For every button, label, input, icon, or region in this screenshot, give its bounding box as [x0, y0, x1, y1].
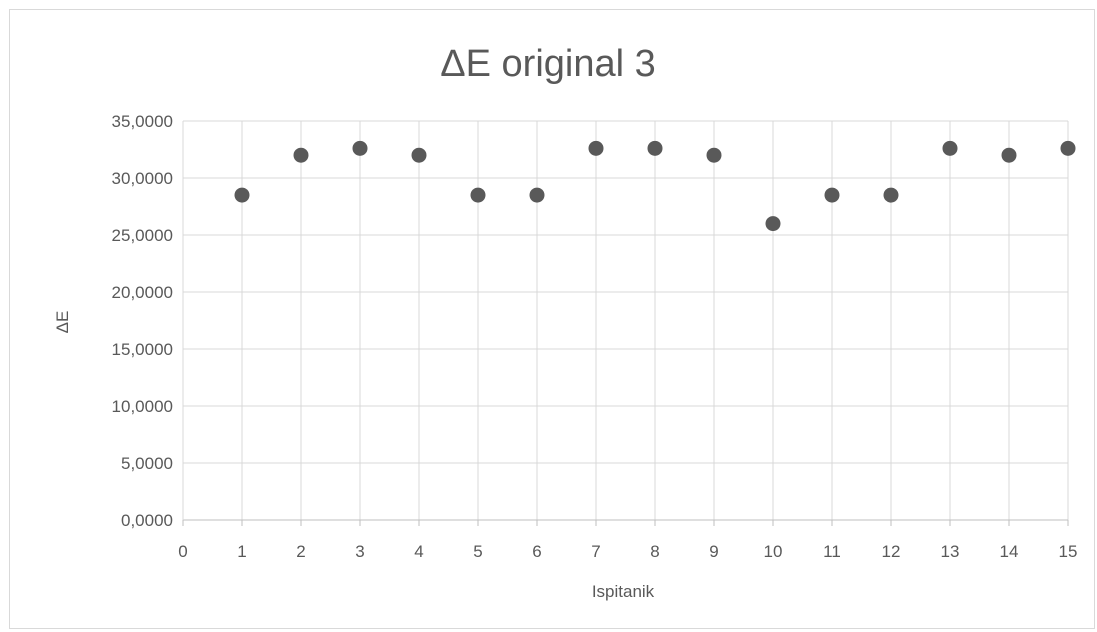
axes	[182, 121, 1069, 526]
data-point	[883, 187, 899, 203]
data-point	[411, 147, 427, 163]
x-axis-label: Ispitanik	[592, 582, 655, 601]
x-tick-label: 5	[473, 542, 482, 561]
x-tick-label: 13	[941, 542, 960, 561]
y-axis-tick-labels: 0,0000 5,0000 10,0000 15,0000 20,0000 25,0000…	[112, 112, 173, 530]
x-tick-label: 9	[709, 542, 718, 561]
data-point	[352, 140, 368, 156]
data-point	[765, 216, 781, 232]
data-point	[942, 140, 958, 156]
x-tick-label: 4	[414, 542, 423, 561]
y-tick-label: 35,0000	[112, 112, 173, 131]
chart-area	[9, 9, 1095, 629]
x-tick-label: 2	[296, 542, 305, 561]
data-point	[1001, 147, 1017, 163]
data-point	[647, 140, 663, 156]
y-tick-label: 25,0000	[112, 226, 173, 245]
y-tick-label: 30,0000	[112, 169, 173, 188]
data-point	[529, 187, 545, 203]
x-tick-label: 11	[823, 542, 841, 561]
data-point	[234, 187, 250, 203]
chart-title: ΔE original 3	[440, 43, 656, 85]
x-tick-label: 3	[355, 542, 364, 561]
x-tick-label: 15	[1059, 542, 1078, 561]
x-tick-label: 0	[178, 542, 187, 561]
x-tick-label: 10	[764, 542, 783, 561]
y-tick-label: 0,0000	[121, 511, 173, 530]
gridlines	[183, 120, 1069, 520]
y-tick-label: 15,0000	[112, 340, 173, 359]
x-tick-label: 14	[1000, 542, 1019, 561]
x-axis-tick-labels: 0 1 2 3 4 5 6 7 8 9 10 11 12 13 14 15	[178, 542, 1077, 561]
data-points	[234, 140, 1076, 232]
x-tick-label: 12	[882, 542, 901, 561]
x-tick-label: 7	[591, 542, 600, 561]
x-tick-label: 6	[532, 542, 541, 561]
y-tick-label: 10,0000	[112, 397, 173, 416]
y-axis-label: ΔE	[53, 311, 72, 334]
data-point	[588, 140, 604, 156]
x-tick-label: 1	[237, 542, 246, 561]
data-point	[706, 147, 722, 163]
data-point	[824, 187, 840, 203]
data-point	[1060, 140, 1076, 156]
y-tick-label: 20,0000	[112, 283, 173, 302]
data-point	[470, 187, 486, 203]
data-point	[293, 147, 309, 163]
y-tick-label: 5,0000	[121, 454, 173, 473]
x-tick-label: 8	[650, 542, 659, 561]
